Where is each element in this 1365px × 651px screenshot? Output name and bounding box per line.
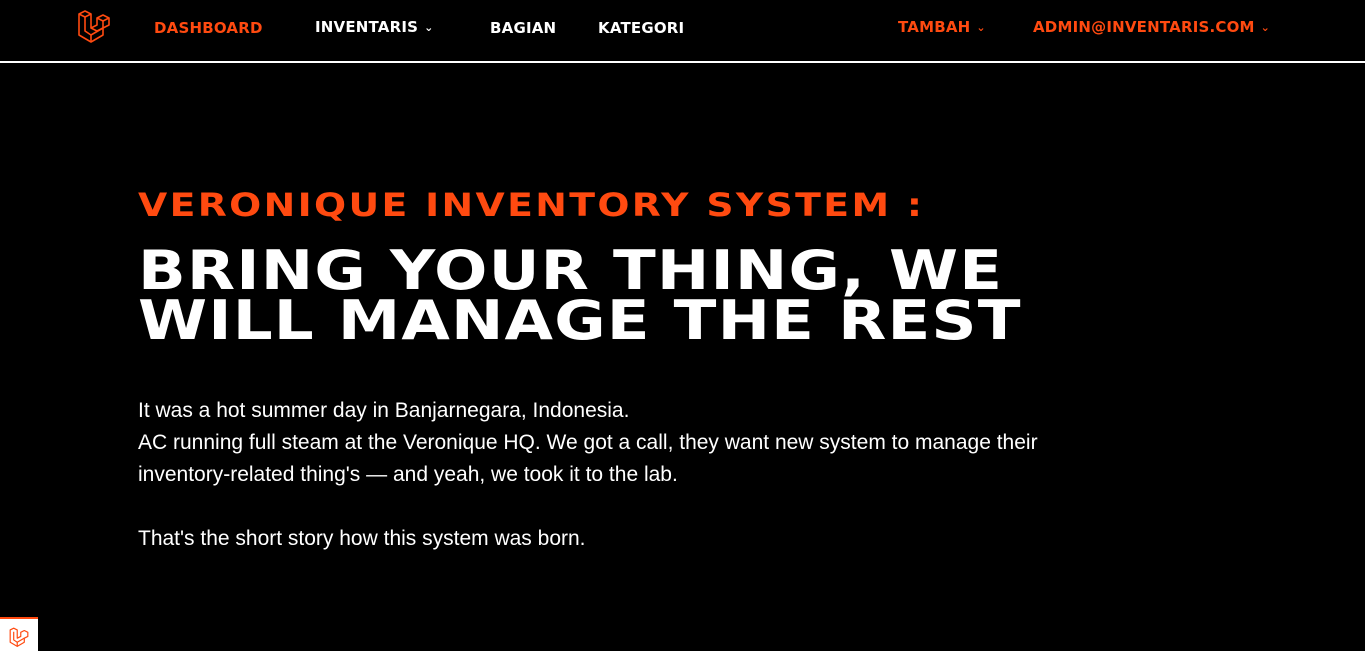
chevron-down-icon: ⌄ [424, 21, 434, 34]
story-line-2: AC running full steam at the Veronique H… [138, 431, 1038, 454]
hero-kicker: VERONIQUE INVENTORY SYSTEM : [138, 186, 925, 224]
laravel-logo-icon[interactable] [76, 9, 112, 43]
nav-dashboard[interactable]: DASHBOARD [154, 19, 263, 37]
laravel-badge-icon [9, 627, 29, 647]
nav-kategori-label: KATEGORI [598, 19, 685, 37]
story-line-3: inventory-related thing's — and yeah, we… [138, 463, 678, 486]
nav-tambah-dropdown[interactable]: TAMBAH ⌄ [898, 18, 986, 37]
nav-bagian[interactable]: BAGIAN [490, 19, 556, 37]
account-email: ADMIN@INVENTARIS.COM [1033, 18, 1255, 36]
nav-tambah-label: TAMBAH [898, 18, 971, 36]
chevron-down-icon: ⌄ [976, 21, 986, 34]
story-spacer [138, 491, 1198, 523]
account-dropdown[interactable]: ADMIN@INVENTARIS.COM ⌄ [1033, 18, 1270, 37]
hero-title-line-2: WILL MANAGE THE REST [138, 289, 1022, 352]
story-text: It was a hot summer day in Banjarnegara,… [138, 395, 1198, 555]
nav-bagian-label: BAGIAN [490, 19, 557, 37]
story-line-4: That's the short story how this system w… [138, 527, 586, 550]
nav-kategori[interactable]: KATEGORI [598, 19, 684, 37]
nav-inventaris-label: INVENTARIS [315, 18, 419, 36]
chevron-down-icon: ⌄ [1260, 21, 1271, 34]
nav-inventaris-dropdown[interactable]: INVENTARIS ⌄ [315, 18, 434, 37]
hero-title: BRING YOUR THING, WE WILL MANAGE THE RES… [138, 239, 1365, 352]
debug-badge[interactable] [0, 617, 38, 651]
hero-title-line-1: BRING YOUR THING, WE [138, 239, 1004, 302]
story-line-1: It was a hot summer day in Banjarnegara,… [138, 399, 630, 422]
top-navbar: DASHBOARD INVENTARIS ⌄ BAGIAN KATEGORI TA… [0, 0, 1365, 63]
nav-dashboard-label: DASHBOARD [154, 19, 263, 37]
